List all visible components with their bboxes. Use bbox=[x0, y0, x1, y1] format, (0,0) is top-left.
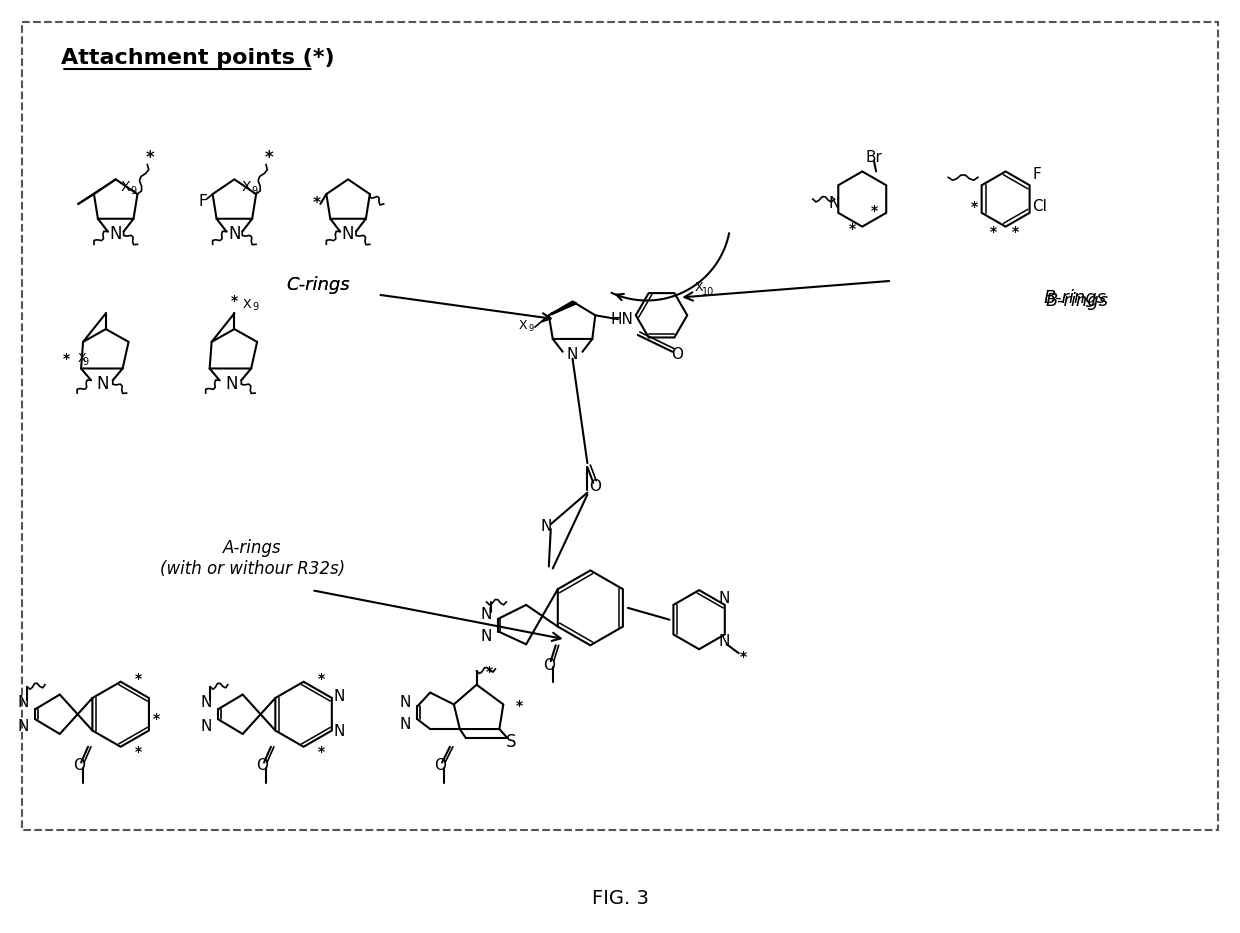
Text: *: * bbox=[317, 745, 325, 759]
Text: 9: 9 bbox=[82, 356, 88, 367]
Text: N: N bbox=[399, 695, 412, 710]
Text: FIG. 3: FIG. 3 bbox=[591, 889, 649, 908]
Text: O: O bbox=[255, 758, 268, 773]
Text: 9: 9 bbox=[250, 187, 257, 196]
Text: N: N bbox=[481, 607, 492, 622]
Text: N: N bbox=[334, 725, 345, 740]
Text: 10: 10 bbox=[702, 286, 714, 297]
Text: X: X bbox=[694, 281, 703, 294]
Text: C-rings: C-rings bbox=[286, 276, 350, 294]
Text: X: X bbox=[242, 180, 250, 194]
Text: N: N bbox=[718, 591, 729, 606]
Text: O: O bbox=[434, 758, 446, 773]
Text: 9: 9 bbox=[252, 302, 258, 313]
Text: B-rings: B-rings bbox=[1045, 291, 1109, 310]
Text: *: * bbox=[231, 294, 238, 308]
Text: *: * bbox=[740, 650, 748, 664]
Text: *: * bbox=[1012, 225, 1019, 239]
Text: X: X bbox=[120, 180, 130, 194]
Text: X: X bbox=[243, 298, 252, 311]
Text: *: * bbox=[870, 204, 878, 218]
Text: N: N bbox=[17, 718, 29, 733]
Text: 9: 9 bbox=[528, 324, 533, 332]
Text: *: * bbox=[317, 672, 325, 686]
Text: O: O bbox=[543, 658, 554, 673]
Text: *: * bbox=[146, 148, 155, 167]
Text: A-rings
(with or withour R32s): A-rings (with or withour R32s) bbox=[160, 539, 345, 578]
Text: X: X bbox=[77, 352, 86, 365]
Text: N: N bbox=[567, 347, 578, 362]
Text: *: * bbox=[135, 672, 143, 686]
Text: N: N bbox=[201, 718, 212, 733]
Text: O: O bbox=[589, 480, 601, 494]
Text: S: S bbox=[506, 732, 517, 751]
Text: Cl: Cl bbox=[1032, 200, 1047, 215]
Text: N: N bbox=[109, 225, 122, 243]
Text: 9: 9 bbox=[130, 187, 136, 196]
Text: N: N bbox=[97, 375, 109, 393]
Text: N: N bbox=[399, 717, 412, 731]
Text: O: O bbox=[671, 347, 683, 362]
Text: *: * bbox=[516, 700, 523, 714]
Text: *: * bbox=[849, 222, 856, 236]
Text: N: N bbox=[541, 519, 552, 534]
Text: *: * bbox=[153, 712, 160, 726]
Text: O: O bbox=[73, 758, 86, 773]
Text: C-rings: C-rings bbox=[286, 276, 350, 294]
Text: Br: Br bbox=[866, 150, 883, 165]
Text: *: * bbox=[486, 665, 494, 679]
Text: *: * bbox=[312, 197, 320, 212]
Text: *: * bbox=[63, 352, 69, 366]
Text: N: N bbox=[226, 375, 238, 393]
Text: N: N bbox=[718, 634, 729, 648]
Text: HN: HN bbox=[610, 312, 634, 327]
Text: *: * bbox=[991, 225, 997, 239]
Text: F: F bbox=[1033, 167, 1042, 182]
Text: N: N bbox=[342, 225, 355, 243]
Text: N: N bbox=[228, 225, 241, 243]
Text: *: * bbox=[971, 200, 977, 214]
Text: N: N bbox=[481, 629, 492, 644]
Text: N: N bbox=[201, 695, 212, 710]
Text: N: N bbox=[17, 695, 29, 710]
Text: N: N bbox=[828, 197, 841, 212]
Text: N: N bbox=[334, 689, 345, 704]
Text: Attachment points (*): Attachment points (*) bbox=[61, 49, 335, 68]
Text: *: * bbox=[135, 745, 143, 759]
Text: B-rings: B-rings bbox=[1043, 288, 1106, 307]
Text: F: F bbox=[198, 193, 207, 208]
Text: *: * bbox=[264, 148, 273, 167]
Text: X: X bbox=[518, 319, 527, 331]
